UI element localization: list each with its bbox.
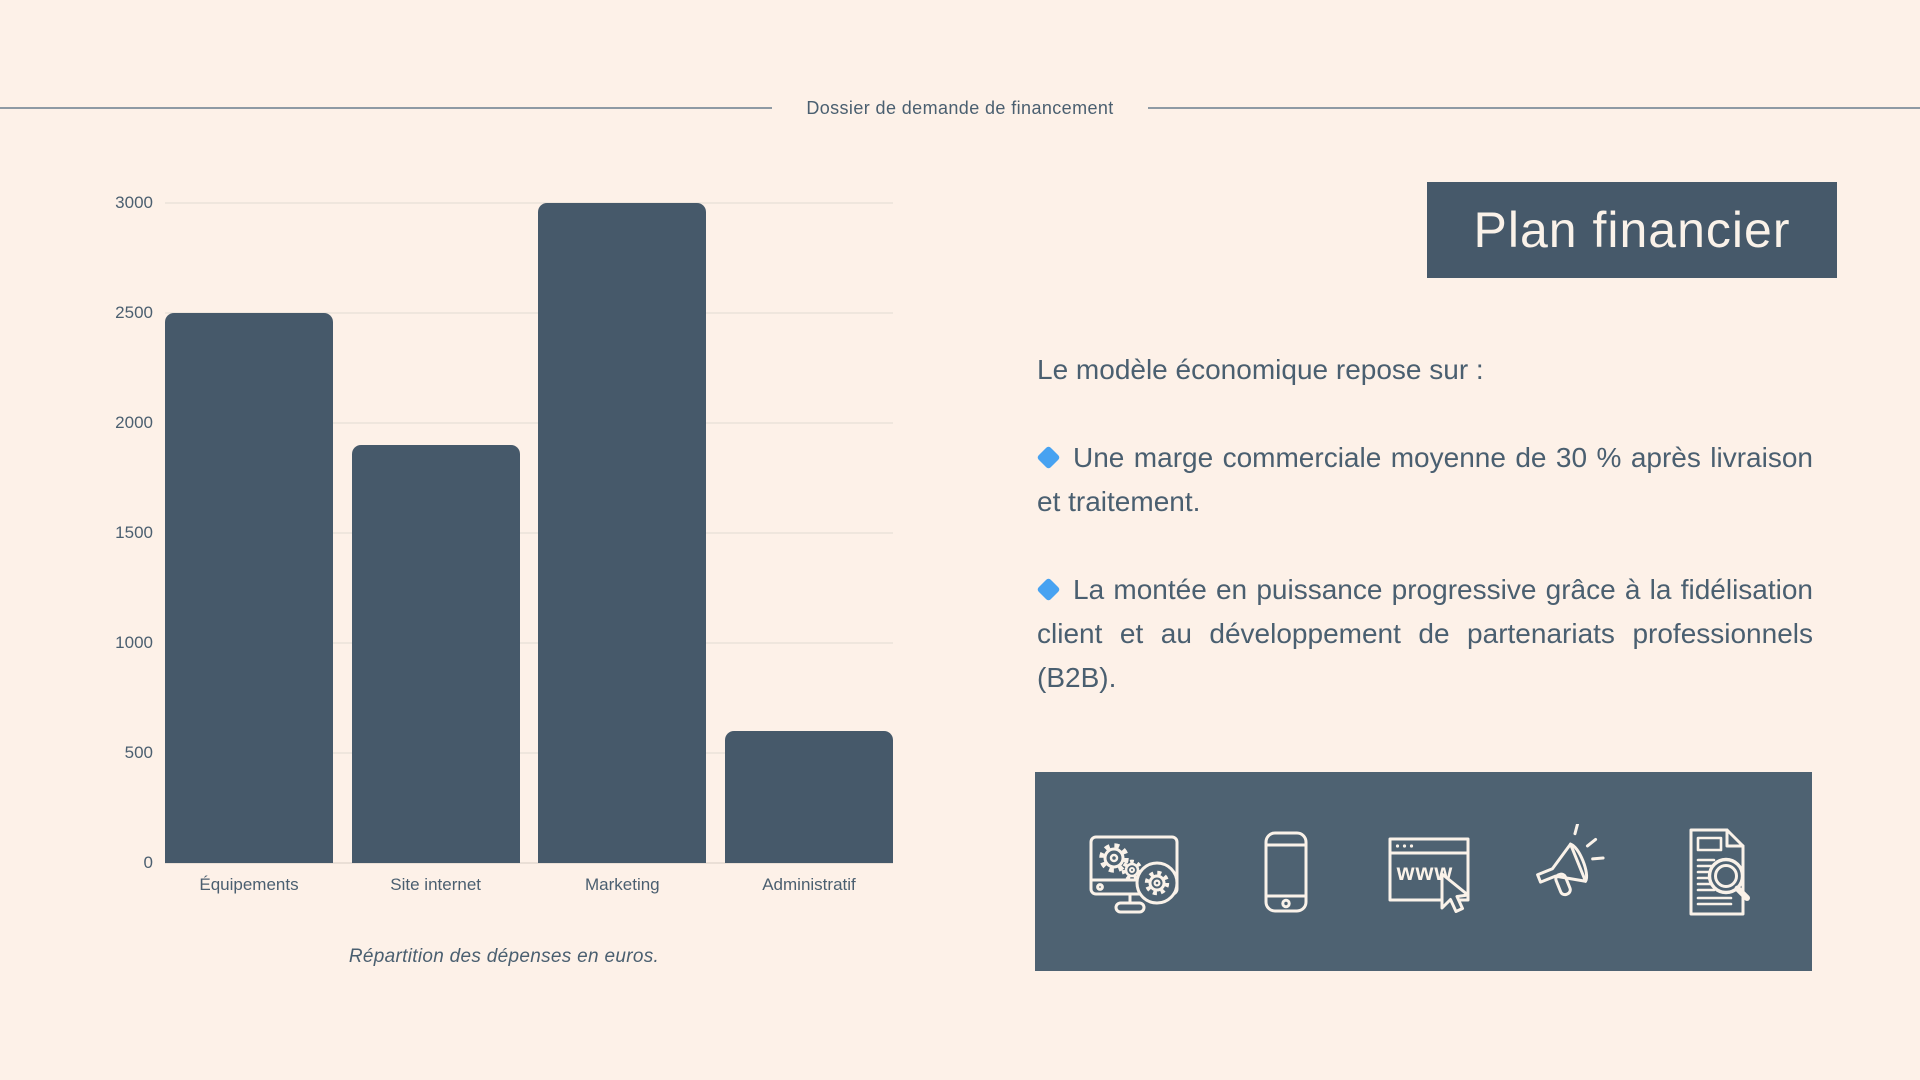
gridline — [165, 312, 893, 314]
computer-gears-icon — [1089, 835, 1178, 913]
gridline — [165, 532, 893, 534]
x-category-label: Administratif — [762, 875, 856, 894]
header-rule-right — [1147, 107, 1920, 109]
slide-title: Plan financier — [1473, 202, 1791, 258]
y-tick-label: 1500 — [115, 523, 153, 542]
x-category-label: Marketing — [585, 875, 660, 894]
y-tick-label: 500 — [124, 743, 153, 762]
header-rule-left — [0, 107, 773, 109]
header-title: Dossier de demande de financement — [806, 97, 1114, 118]
y-tick-label: 2500 — [115, 303, 153, 322]
megaphone-icon — [1536, 823, 1605, 896]
gridline — [165, 862, 893, 864]
gridline — [165, 642, 893, 644]
gridline — [165, 202, 893, 204]
body-text-block: Le modèle économique repose sur : Une ma… — [1036, 348, 1813, 744]
browser-www-icon: www — [1388, 837, 1469, 913]
bar-Site internet — [351, 445, 520, 863]
slide-header: Dossier de demande de financement — [0, 97, 1920, 119]
icon-strip: www — [1035, 772, 1812, 971]
bar-Équipements — [165, 313, 333, 863]
bar-Marketing — [538, 203, 707, 863]
diamond-bullet-icon — [1036, 445, 1061, 470]
intro-line: Le modèle économique repose sur : — [1037, 354, 1484, 385]
bullet-text: La montée en puissance progressive grâce… — [1037, 574, 1813, 693]
bullet-text: Une marge commerciale moyenne de 30 % ap… — [1037, 442, 1813, 517]
x-category-label: Équipements — [199, 875, 299, 894]
gridline — [165, 422, 893, 424]
document-search-icon — [1689, 828, 1750, 915]
chart-caption: Répartition des dépenses en euros. — [348, 946, 660, 967]
x-category-label: Site internet — [390, 875, 482, 894]
y-tick-label: 2000 — [115, 413, 153, 432]
y-tick-label: 0 — [143, 853, 153, 872]
gridline — [165, 752, 893, 754]
diamond-bullet-icon — [1036, 577, 1061, 602]
bullet-item: Une marge commerciale moyenne de 30 % ap… — [1036, 436, 1813, 524]
slide-title-box: Plan financier — [1427, 182, 1837, 278]
bar-Administratif — [725, 731, 893, 863]
chart-plot-area: 0 500 1000 1500 2000 2500 3000 Équipements Site … — [115, 193, 893, 894]
smartphone-icon — [1264, 831, 1308, 912]
bullet-item: La montée en puissance progressive grâce… — [1036, 568, 1813, 700]
y-tick-label: 1000 — [115, 633, 153, 652]
y-tick-label: 3000 — [115, 193, 153, 212]
